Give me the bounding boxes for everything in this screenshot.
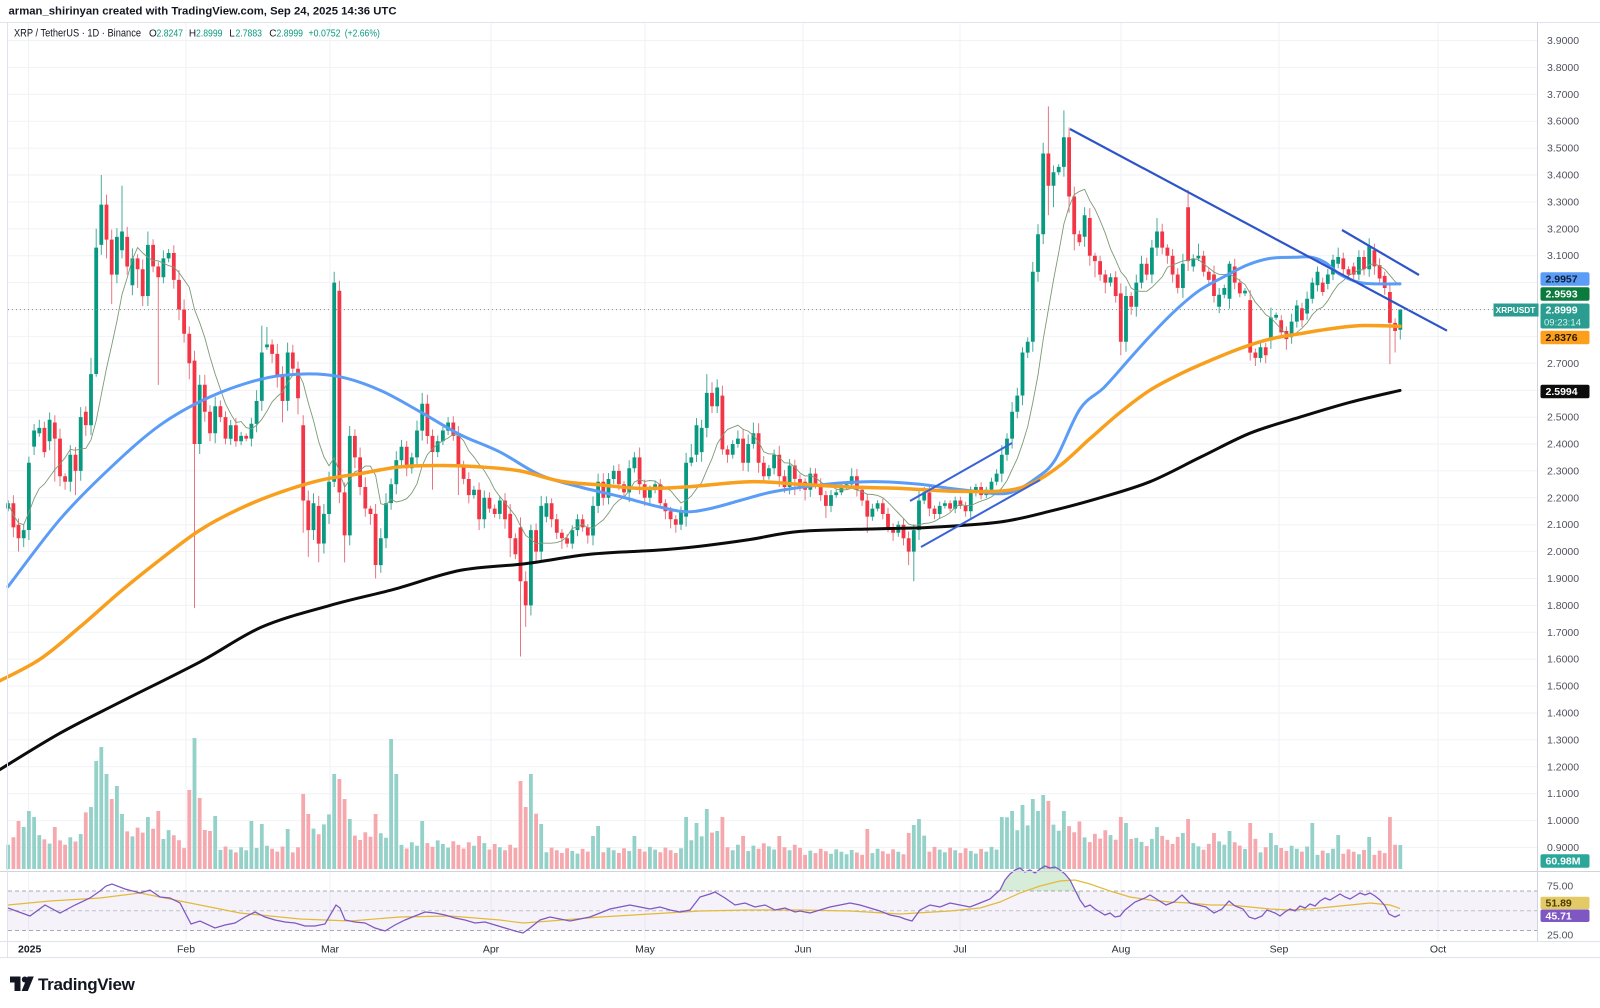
- svg-text:XRP / TetherUS · 1D · Binance: XRP / TetherUS · 1D · Binance: [14, 28, 141, 40]
- svg-text:1.6000: 1.6000: [1547, 654, 1579, 666]
- svg-text:3.3000: 3.3000: [1547, 196, 1579, 208]
- svg-text:1.4000: 1.4000: [1547, 708, 1579, 720]
- svg-text:2.7000: 2.7000: [1547, 358, 1579, 370]
- svg-text:75.00: 75.00: [1547, 881, 1573, 893]
- svg-text:2.3000: 2.3000: [1547, 465, 1579, 477]
- svg-text:3.9000: 3.9000: [1547, 35, 1579, 47]
- svg-text:Mar: Mar: [321, 944, 340, 956]
- svg-text:2.0000: 2.0000: [1547, 546, 1579, 558]
- svg-text:Jul: Jul: [953, 944, 966, 956]
- svg-text:Oct: Oct: [1430, 944, 1446, 956]
- svg-text:51.89: 51.89: [1546, 898, 1572, 910]
- svg-text:Jun: Jun: [795, 944, 812, 956]
- svg-text:1.8000: 1.8000: [1547, 600, 1579, 612]
- svg-text:Feb: Feb: [177, 944, 195, 956]
- svg-text:TradingView: TradingView: [38, 975, 136, 994]
- svg-text:1.3000: 1.3000: [1547, 734, 1579, 746]
- svg-text:2.8376: 2.8376: [1546, 332, 1578, 344]
- svg-text:1.9000: 1.9000: [1547, 573, 1579, 585]
- svg-text:2.2000: 2.2000: [1547, 492, 1579, 504]
- svg-text:2.8999: 2.8999: [196, 29, 223, 40]
- svg-text:Apr: Apr: [483, 944, 500, 956]
- svg-text:2025: 2025: [18, 944, 42, 956]
- svg-text:1.0000: 1.0000: [1547, 815, 1579, 827]
- svg-text:1.2000: 1.2000: [1547, 761, 1579, 773]
- svg-text:3.1000: 3.1000: [1547, 250, 1579, 262]
- svg-text:XRPUSDT: XRPUSDT: [1496, 305, 1536, 315]
- svg-text:+0.0752: +0.0752: [309, 29, 341, 40]
- svg-text:L: L: [229, 29, 235, 40]
- svg-text:2.5000: 2.5000: [1547, 412, 1579, 424]
- svg-text:C: C: [269, 29, 276, 40]
- svg-text:25.00: 25.00: [1547, 930, 1573, 942]
- svg-text:2.5994: 2.5994: [1546, 386, 1578, 398]
- svg-text:1.5000: 1.5000: [1547, 681, 1579, 693]
- svg-text:arman_shirinyan created with T: arman_shirinyan created with TradingView…: [9, 6, 397, 18]
- svg-text:3.5000: 3.5000: [1547, 143, 1579, 155]
- svg-text:3.4000: 3.4000: [1547, 170, 1579, 182]
- svg-text:Sep: Sep: [1270, 944, 1289, 956]
- svg-text:3.7000: 3.7000: [1547, 89, 1579, 101]
- svg-text:3.6000: 3.6000: [1547, 116, 1579, 128]
- svg-text:O: O: [149, 29, 157, 40]
- svg-text:2.9593: 2.9593: [1546, 289, 1578, 301]
- svg-text:Aug: Aug: [1112, 944, 1131, 956]
- svg-text:2.1000: 2.1000: [1547, 519, 1579, 531]
- svg-text:2.8247: 2.8247: [157, 29, 184, 40]
- svg-text:2.4000: 2.4000: [1547, 439, 1579, 451]
- svg-text:1.7000: 1.7000: [1547, 627, 1579, 639]
- svg-text:2.9957: 2.9957: [1546, 274, 1578, 286]
- svg-text:60.98M: 60.98M: [1546, 856, 1581, 868]
- svg-text:09:23:14: 09:23:14: [1544, 317, 1581, 328]
- svg-text:H: H: [189, 29, 196, 40]
- svg-text:May: May: [635, 944, 656, 956]
- svg-text:2.7883: 2.7883: [236, 29, 263, 40]
- svg-text:2.8999: 2.8999: [1546, 305, 1578, 317]
- svg-text:(+2.66%): (+2.66%): [345, 29, 380, 40]
- svg-text:1.1000: 1.1000: [1547, 788, 1579, 800]
- svg-text:45.71: 45.71: [1546, 910, 1572, 922]
- svg-text:2.8999: 2.8999: [277, 29, 304, 40]
- svg-text:3.8000: 3.8000: [1547, 62, 1579, 74]
- svg-text:3.2000: 3.2000: [1547, 223, 1579, 235]
- svg-text:0.9000: 0.9000: [1547, 842, 1579, 854]
